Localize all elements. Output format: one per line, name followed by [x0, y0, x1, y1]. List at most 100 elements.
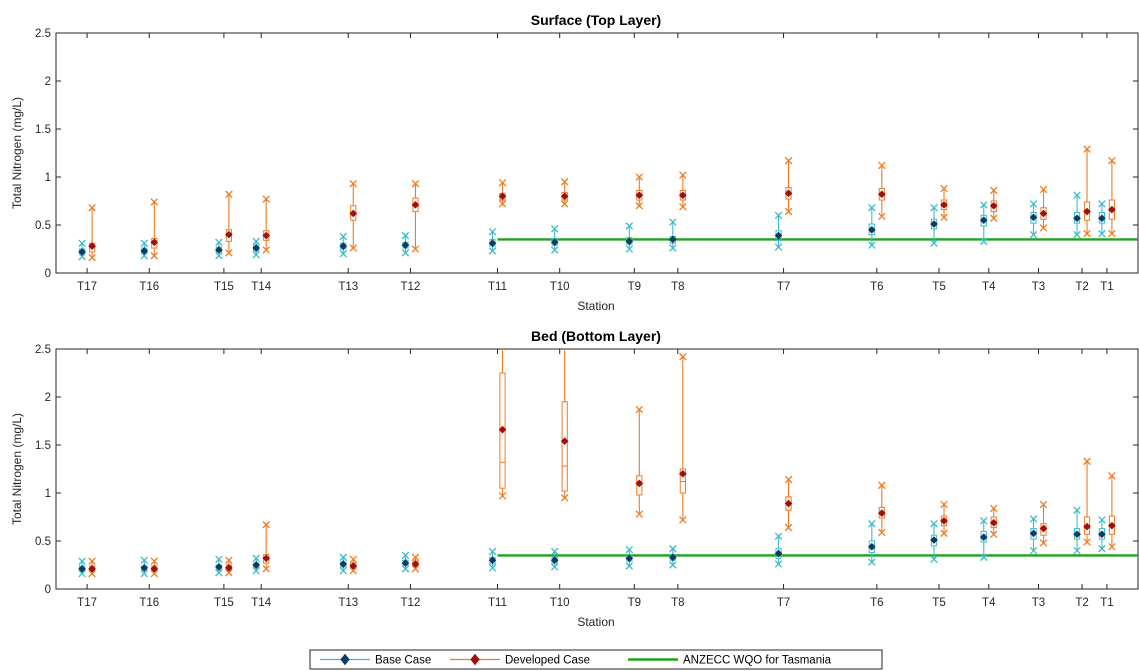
bed-y-axis-label: Total Nitrogen (mg/L) — [10, 413, 24, 525]
surface-xtick-label-t14: T14 — [251, 281, 271, 293]
surface-xtick-label-t1: T1 — [1100, 281, 1113, 293]
bed-t14-base — [252, 554, 261, 575]
surface-t10-base-min-marker — [550, 246, 559, 254]
surface-t10-developed — [560, 178, 569, 208]
bed-t4-developed-min-marker — [989, 530, 998, 539]
bed-t15-base-min-marker — [215, 568, 223, 577]
bed-t3-developed — [1039, 500, 1048, 547]
bed-t5-developed — [940, 500, 948, 538]
bed-ytick-label: 1 — [45, 488, 51, 500]
surface-xtick-label-t13: T13 — [338, 281, 358, 293]
surface-t10-base-mean-marker — [550, 238, 559, 247]
surface-t14-developed-max-marker — [262, 195, 270, 203]
bed-t16-developed-max-marker — [150, 557, 159, 565]
surface-t10-base-max-marker — [550, 225, 559, 233]
bed-t15-developed — [225, 556, 233, 577]
bed-t8-developed-mean-marker — [679, 469, 687, 478]
surface-t12-developed-max-marker — [411, 179, 420, 188]
bed-t14-developed — [262, 520, 271, 573]
bed-t11-base-max-marker — [488, 547, 497, 556]
surface-t17-base-mean-marker — [78, 248, 86, 256]
surface-t15-base-min-marker — [215, 251, 223, 260]
surface-t13-base-mean-marker — [339, 242, 348, 250]
bed-xtick-label-t6: T6 — [870, 597, 883, 609]
bed-t11-developed-mean-marker — [498, 425, 507, 434]
bed-t17-developed-max-marker — [88, 557, 96, 565]
surface-xtick-label-t17: T17 — [77, 281, 97, 293]
surface-t12-developed-min-marker — [411, 245, 420, 253]
surface-t1-base-max-marker — [1098, 200, 1106, 208]
surface-t7-developed-max-marker — [784, 156, 793, 165]
bed-t14-developed-max-marker — [262, 520, 270, 529]
surface-t15-developed — [225, 190, 233, 257]
bed-t1-developed-max-marker — [1108, 471, 1116, 480]
bed-t13-base-mean-marker — [339, 560, 348, 568]
surface-t1-developed-mean-marker — [1108, 205, 1116, 214]
bed-t2-base-max-marker — [1073, 506, 1081, 515]
surface-t12-base-max-marker — [401, 231, 410, 240]
bed-t4-base-mean-marker — [979, 533, 988, 541]
bed-t10-base-max-marker — [550, 547, 559, 556]
bed-t5-base-max-marker — [930, 519, 938, 528]
bed-t13-developed-mean-marker — [349, 562, 358, 570]
bed-xtick-label-t5: T5 — [932, 597, 945, 609]
surface-title: Surface (Top Layer) — [531, 12, 661, 28]
bed-t7-developed — [784, 475, 793, 532]
surface-t7-developed — [784, 156, 793, 216]
bed-xtick-label-t13: T13 — [338, 597, 358, 609]
surface-t4-developed — [989, 186, 998, 223]
surface-t3-developed — [1039, 185, 1048, 232]
bed-t12-base — [401, 551, 410, 573]
bed-t10-developed-min-marker — [560, 494, 569, 502]
bed-t2-developed-mean-marker — [1083, 522, 1091, 531]
surface-t4-base-min-marker — [979, 237, 988, 246]
bed-t9-base-max-marker — [625, 545, 634, 554]
surface-xtick-label-t11: T11 — [488, 281, 507, 293]
surface-t8-developed — [679, 171, 687, 211]
surface-t6-base — [868, 203, 876, 249]
surface-t16-base-min-marker — [140, 251, 149, 260]
surface-t2-developed — [1083, 145, 1091, 238]
bed-t12-base-mean-marker — [401, 559, 410, 567]
surface-t1-base — [1098, 200, 1106, 238]
bed-t17-developed-min-marker — [88, 569, 96, 578]
surface-t16-base — [140, 239, 149, 260]
bed-t9-developed-mean-marker — [635, 479, 644, 488]
surface-t1-base-mean-marker — [1098, 214, 1106, 223]
surface-t8-developed-mean-marker — [679, 191, 687, 200]
surface-t7-developed-min-marker — [784, 207, 793, 216]
bed-t11-base — [488, 547, 497, 572]
bed-t3-base-mean-marker — [1029, 529, 1038, 538]
bed-xtick-label-t12: T12 — [401, 597, 421, 609]
surface-t3-base-max-marker — [1029, 200, 1038, 208]
bed-xtick-label-t11: T11 — [488, 597, 507, 609]
surface-t13-developed-mean-marker — [349, 209, 358, 218]
surface-t14-developed-mean-marker — [262, 231, 271, 240]
bed-t8-base — [669, 544, 677, 569]
bed-t10-base-min-marker — [550, 563, 559, 571]
surface-xtick-label-t12: T12 — [401, 281, 421, 293]
bed-t15-developed-max-marker — [225, 556, 233, 564]
bed-ytick-label: 1.5 — [35, 440, 51, 452]
bed-t11-base-min-marker — [488, 564, 497, 572]
surface-t5-developed-max-marker — [940, 184, 948, 193]
surface-t7-base — [774, 211, 783, 251]
surface-t17-developed-max-marker — [88, 203, 96, 212]
surface-t10-developed-min-marker — [560, 200, 569, 208]
bed-t4-base-min-marker — [979, 553, 988, 562]
bed-t7-base-mean-marker — [774, 549, 783, 558]
surface-t6-developed-mean-marker — [878, 190, 886, 199]
surface-axes-box — [55, 32, 1139, 274]
surface-t6-base-max-marker — [868, 203, 876, 212]
surface-t5-base-min-marker — [930, 239, 938, 247]
bed-t2-developed-max-marker — [1083, 457, 1091, 466]
surface-t3-developed-max-marker — [1039, 185, 1048, 194]
surface-t9-base-min-marker — [625, 245, 634, 253]
surface-t13-base-max-marker — [339, 232, 348, 241]
surface-t4-developed-mean-marker — [989, 201, 998, 210]
surface-t5-developed-mean-marker — [940, 201, 948, 209]
surface-ytick-label: 2 — [45, 76, 51, 88]
surface-xtick-label-t7: T7 — [777, 281, 790, 293]
bed-t6-developed-min-marker — [878, 528, 886, 537]
surface-t8-base-min-marker — [669, 244, 677, 252]
